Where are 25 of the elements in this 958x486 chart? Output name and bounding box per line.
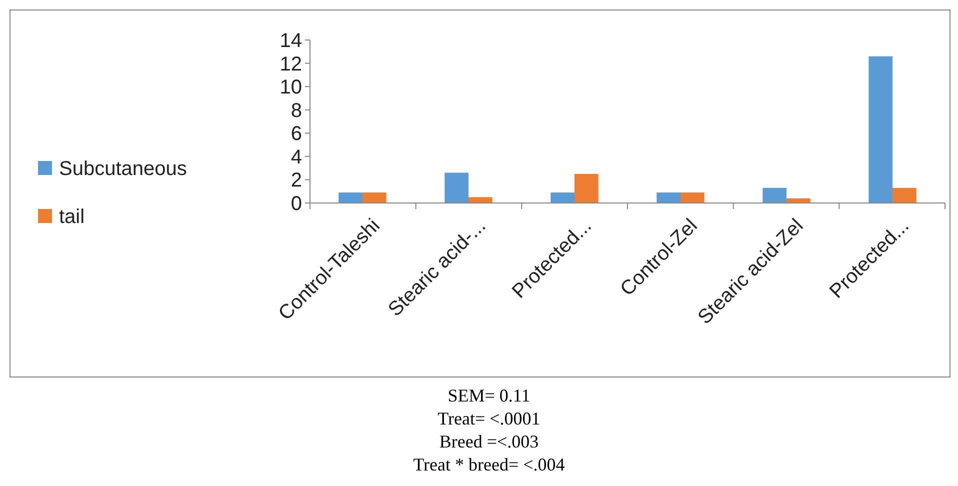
bar: [762, 188, 787, 203]
bar: [868, 56, 893, 203]
bar: [656, 192, 681, 203]
bar: [468, 197, 492, 203]
bar: [550, 192, 574, 203]
bar: [338, 192, 362, 203]
legend-label: Subcutaneous: [59, 158, 187, 180]
text: Treat * breed= <.004: [413, 454, 565, 474]
y-tick-label: 12: [280, 53, 302, 76]
y-tick-label: 2: [290, 170, 302, 192]
y-tick-label: 8: [290, 100, 302, 122]
y-tick-label: 4: [290, 146, 302, 168]
legend-label: tail: [59, 206, 85, 228]
text: SEM= 0.11: [448, 385, 530, 406]
text: Treat= <.0001: [438, 408, 540, 428]
y-tick-label: 6: [290, 123, 302, 146]
y-tick-label: 10: [280, 76, 302, 99]
bar: [362, 192, 386, 203]
text: Breed =<.003: [439, 431, 539, 452]
y-tick-label: 0: [290, 193, 302, 215]
bar: [574, 174, 598, 203]
bar: [680, 192, 704, 203]
bar: [892, 188, 916, 203]
bar: [444, 172, 468, 203]
y-tick-label: 14: [280, 30, 302, 52]
